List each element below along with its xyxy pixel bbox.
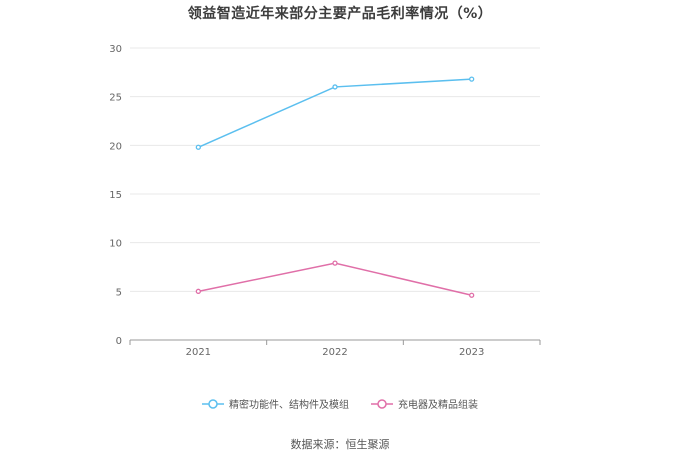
y-tick-label: 25: [109, 93, 122, 104]
y-tick-label: 0: [116, 336, 122, 347]
legend-marker-icon: [371, 398, 393, 409]
data-point: [469, 76, 475, 82]
x-tick-label: 2023: [459, 347, 484, 358]
legend-marker-icon: [202, 398, 224, 409]
y-tick-label: 20: [109, 141, 122, 152]
y-tick-label: 10: [109, 239, 122, 250]
x-tick-label: 2021: [186, 347, 211, 358]
series-lines: [195, 76, 475, 298]
y-tick-label: 15: [109, 190, 122, 201]
data-point: [469, 292, 475, 298]
data-source-note: 数据来源：恒生聚源: [290, 438, 390, 451]
legend-label: 充电器及精品组装: [398, 400, 478, 411]
data-point: [332, 260, 338, 266]
legend-label: 精密功能件、结构件及模组: [229, 400, 349, 411]
y-tick-label: 30: [109, 44, 122, 55]
axes: 0 5 10 15 20 25 30 2021 2022 2023: [109, 44, 541, 358]
data-point: [332, 84, 338, 90]
x-tick-label: 2022: [322, 347, 347, 358]
data-point: [195, 288, 201, 294]
chart-title: 领益智造近年来部分主要产品毛利率情况（%）: [187, 6, 493, 22]
legend-item[interactable]: 精密功能件、结构件及模组: [202, 396, 349, 411]
grid-lines: [130, 47, 540, 292]
data-point: [195, 144, 201, 150]
legend: 精密功能件、结构件及模组 充电器及精品组装: [0, 396, 680, 411]
y-tick-label: 5: [116, 287, 122, 298]
legend-item[interactable]: 充电器及精品组装: [371, 396, 478, 411]
series-line: [198, 262, 472, 296]
